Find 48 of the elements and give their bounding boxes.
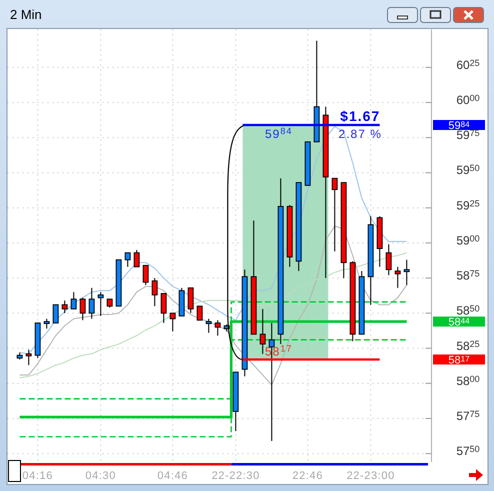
candlestick — [196, 306, 203, 321]
y-tick-label: 59$^{25}$ — [456, 198, 480, 212]
annotation: $1.67 — [340, 108, 380, 124]
text: 58$^{17}$ — [448, 354, 470, 366]
candlestick — [44, 318, 50, 330]
x-tick-label: 04:46 — [157, 470, 188, 482]
candlestick — [124, 252, 131, 268]
line-series — [19, 252, 408, 378]
candlestick — [26, 349, 32, 366]
candlestick — [170, 312, 176, 332]
x-tick-label: 04:16 — [22, 470, 53, 482]
candlestick — [160, 292, 167, 324]
candlestick — [404, 259, 410, 286]
y-tick-label: 60$^{25}$ — [456, 58, 480, 72]
x-tick-label: 22:46 — [292, 470, 323, 482]
x-tick-label: 22-23:00 — [346, 470, 395, 482]
line-series — [19, 226, 408, 386]
candlestick — [80, 297, 86, 321]
y-tick-label: 58$^{00}$ — [456, 374, 480, 388]
candlestick — [142, 264, 149, 286]
annotation: 59$^{84}$ — [265, 126, 292, 141]
y-tick-label: 58$^{25}$ — [456, 338, 480, 353]
candlestick — [88, 287, 95, 320]
y-tick-label: 59$^{50}$ — [456, 163, 480, 178]
y-tick-label: 57$^{75}$ — [456, 408, 480, 423]
candlestick — [98, 292, 104, 316]
candlestick — [52, 304, 59, 324]
candlestick — [332, 178, 338, 252]
candlestick — [214, 320, 221, 336]
candlestick — [152, 278, 158, 307]
candlestick — [188, 287, 194, 314]
y-tick-label: 58$^{50}$ — [456, 304, 480, 318]
y-tick-label: 58$^{75}$ — [456, 268, 480, 283]
y-tick-label: 59$^{00}$ — [456, 233, 480, 248]
annotation: 2.87 % — [338, 126, 382, 141]
text: 58$^{44}$ — [448, 316, 470, 329]
candlestick — [394, 266, 401, 288]
x-tick-label: 04:30 — [85, 470, 116, 482]
candlestick — [386, 244, 392, 276]
candlestick — [70, 292, 77, 310]
y-tick-label: 57$^{50}$ — [456, 444, 480, 458]
candlestick — [260, 308, 266, 354]
candlestick — [206, 318, 212, 334]
x-tick-label: 22-22:30 — [212, 470, 260, 482]
candlestick — [134, 249, 140, 268]
y-tick-label: 60$^{00}$ — [456, 93, 480, 108]
chart-title: 2 Min — [10, 7, 42, 22]
candlestick — [62, 300, 68, 314]
